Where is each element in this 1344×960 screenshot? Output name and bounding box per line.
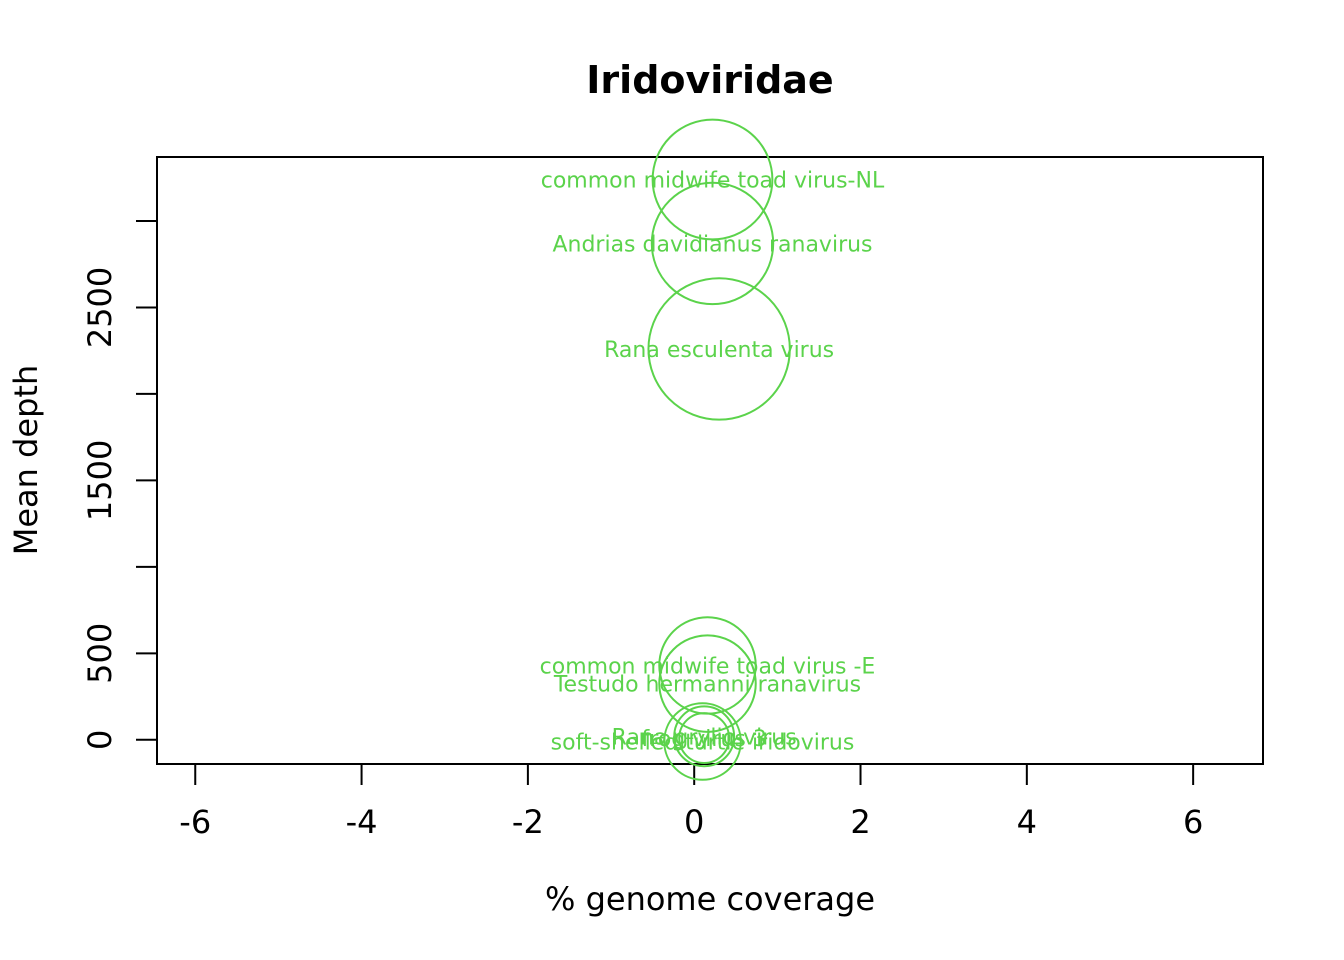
x-tick-label: 0 xyxy=(684,803,704,841)
bubble-point xyxy=(650,181,775,306)
bubble-point xyxy=(647,277,791,421)
point-label: common midwife toad virus -E xyxy=(540,654,876,679)
bubble-point xyxy=(663,702,742,781)
x-tick-label: -6 xyxy=(179,803,211,841)
y-axis: 0 500 1500 2500 xyxy=(81,219,158,750)
point-label: Rana esculenta virus xyxy=(604,338,834,363)
y-tick-label: 0 xyxy=(81,730,119,750)
point-label: Testudo hermanni ranavirus xyxy=(553,673,861,698)
x-tick-label: -4 xyxy=(346,803,378,841)
bubble-point xyxy=(673,705,736,768)
point-label: common midwife toad virus-NL xyxy=(541,168,885,193)
bubble-point xyxy=(678,712,731,765)
x-axis: -6 -4 -2 0 2 4 6 xyxy=(179,763,1203,841)
data-points: common midwife toad virus-NL Andrias davi… xyxy=(540,118,885,781)
bubble-point xyxy=(658,634,757,733)
point-label: Andrias davidianus ranavirus xyxy=(552,232,872,257)
x-tick-label: 6 xyxy=(1183,803,1203,841)
x-tick-label: 2 xyxy=(850,803,870,841)
x-axis-label: % genome coverage xyxy=(545,880,875,918)
bubble-point xyxy=(651,118,774,241)
y-tick-label: 2500 xyxy=(81,267,119,348)
y-axis-label: Mean depth xyxy=(7,365,45,556)
x-tick-label: 4 xyxy=(1017,803,1037,841)
point-label: Rana grylio virus xyxy=(612,725,797,750)
point-label: soft-shelled turtle iridovirus xyxy=(551,731,855,756)
chart-title: Iridoviridae xyxy=(586,58,833,102)
y-tick-label: 1500 xyxy=(81,440,119,521)
x-tick-label: -2 xyxy=(512,803,544,841)
point-label: frog virus 3 xyxy=(642,727,767,752)
y-tick-label: 500 xyxy=(81,623,119,684)
